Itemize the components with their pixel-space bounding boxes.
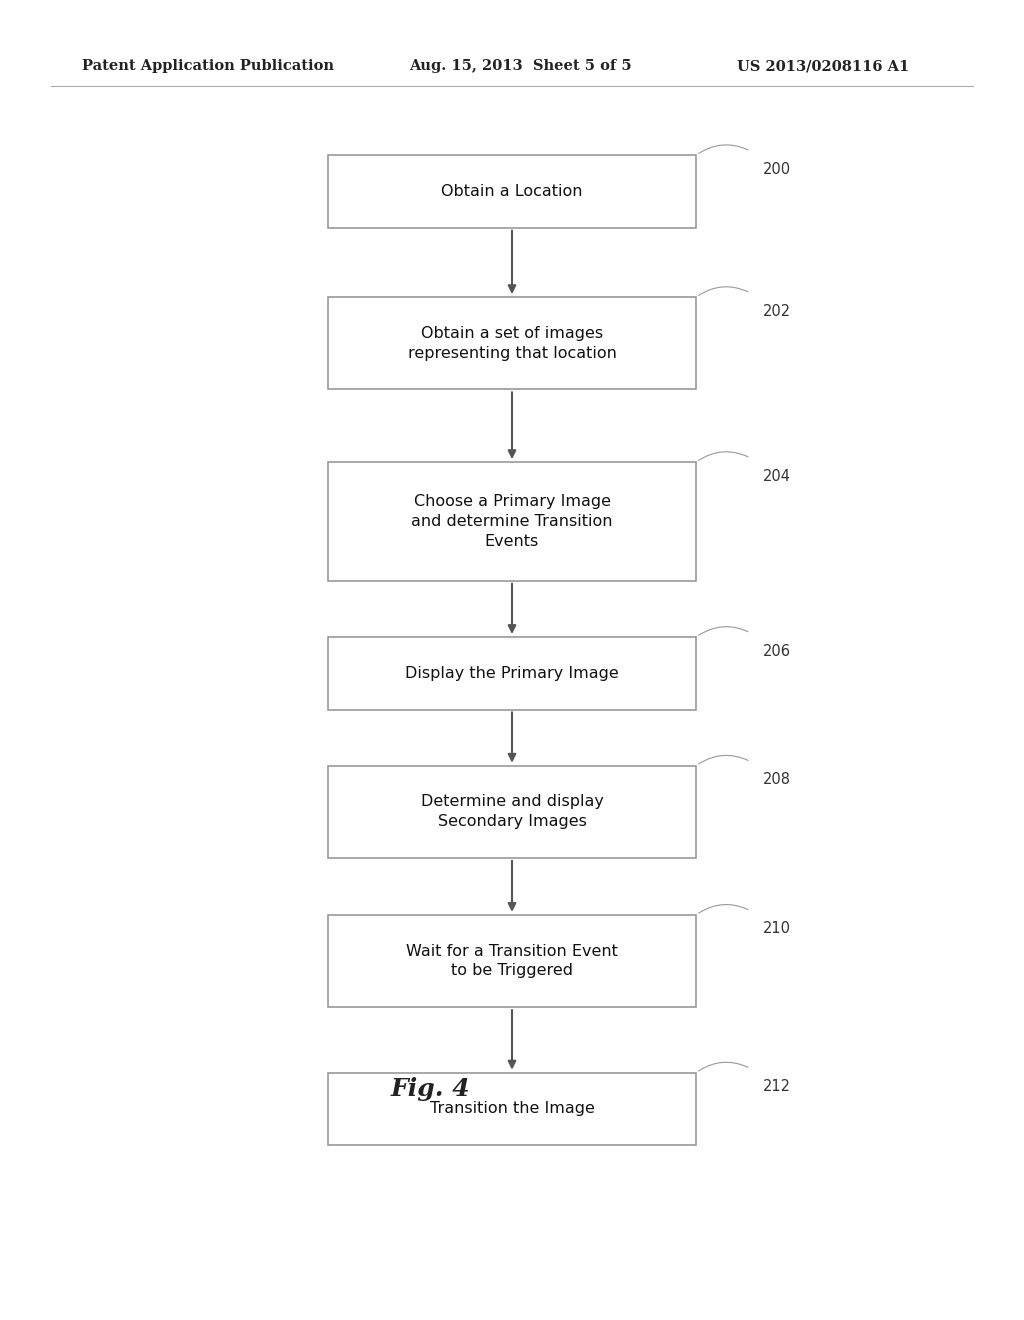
Text: 212: 212	[763, 1080, 791, 1094]
Text: 202: 202	[763, 304, 791, 318]
FancyBboxPatch shape	[328, 1072, 696, 1144]
FancyBboxPatch shape	[328, 915, 696, 1007]
Text: Fig. 4: Fig. 4	[390, 1077, 470, 1101]
Text: 204: 204	[763, 469, 791, 483]
Text: Aug. 15, 2013  Sheet 5 of 5: Aug. 15, 2013 Sheet 5 of 5	[410, 59, 632, 74]
Text: Obtain a set of images
representing that location: Obtain a set of images representing that…	[408, 326, 616, 360]
Text: Obtain a Location: Obtain a Location	[441, 183, 583, 199]
Text: Wait for a Transition Event
to be Triggered: Wait for a Transition Event to be Trigge…	[407, 944, 617, 978]
Text: 206: 206	[763, 644, 791, 659]
Text: Transition the Image: Transition the Image	[429, 1101, 595, 1117]
Text: Determine and display
Secondary Images: Determine and display Secondary Images	[421, 795, 603, 829]
Text: 200: 200	[763, 162, 791, 177]
Text: Patent Application Publication: Patent Application Publication	[82, 59, 334, 74]
Text: Choose a Primary Image
and determine Transition
Events: Choose a Primary Image and determine Tra…	[412, 494, 612, 549]
FancyBboxPatch shape	[328, 638, 696, 710]
FancyBboxPatch shape	[328, 154, 696, 227]
FancyBboxPatch shape	[328, 297, 696, 389]
Text: 208: 208	[763, 772, 791, 787]
Text: US 2013/0208116 A1: US 2013/0208116 A1	[737, 59, 909, 74]
FancyBboxPatch shape	[328, 462, 696, 581]
FancyBboxPatch shape	[328, 766, 696, 858]
Text: Display the Primary Image: Display the Primary Image	[406, 665, 618, 681]
Text: 210: 210	[763, 921, 791, 936]
